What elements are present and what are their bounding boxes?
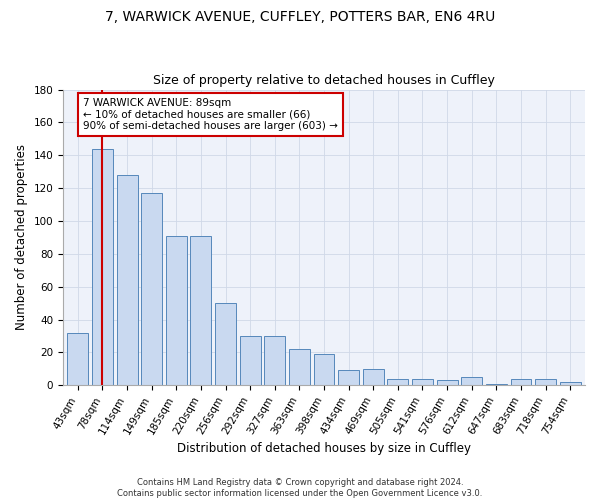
Bar	[190, 236, 211, 385]
Text: 7 WARWICK AVENUE: 89sqm
← 10% of detached houses are smaller (66)
90% of semi-de: 7 WARWICK AVENUE: 89sqm ← 10% of detache…	[83, 98, 338, 131]
X-axis label: Distribution of detached houses by size in Cuffley: Distribution of detached houses by size …	[177, 442, 471, 455]
Bar	[338, 370, 359, 385]
Y-axis label: Number of detached properties: Number of detached properties	[15, 144, 28, 330]
Bar	[535, 378, 556, 385]
Bar	[511, 378, 532, 385]
Bar	[363, 369, 384, 385]
Bar	[239, 336, 260, 385]
Bar	[388, 378, 409, 385]
Bar	[92, 148, 113, 385]
Bar	[215, 303, 236, 385]
Text: 7, WARWICK AVENUE, CUFFLEY, POTTERS BAR, EN6 4RU: 7, WARWICK AVENUE, CUFFLEY, POTTERS BAR,…	[105, 10, 495, 24]
Bar	[314, 354, 334, 385]
Bar	[67, 332, 88, 385]
Bar	[289, 349, 310, 385]
Bar	[141, 193, 162, 385]
Bar	[412, 378, 433, 385]
Bar	[437, 380, 458, 385]
Bar	[560, 382, 581, 385]
Title: Size of property relative to detached houses in Cuffley: Size of property relative to detached ho…	[153, 74, 495, 87]
Bar	[265, 336, 285, 385]
Text: Contains HM Land Registry data © Crown copyright and database right 2024.
Contai: Contains HM Land Registry data © Crown c…	[118, 478, 482, 498]
Bar	[486, 384, 507, 385]
Bar	[461, 377, 482, 385]
Bar	[166, 236, 187, 385]
Bar	[116, 175, 137, 385]
